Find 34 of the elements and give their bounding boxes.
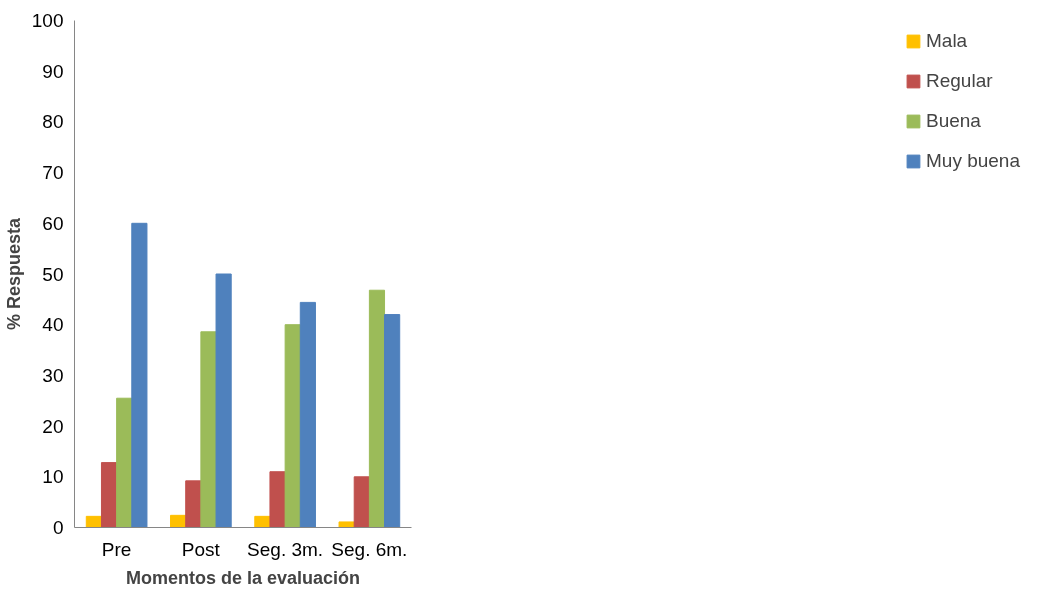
bar [353, 476, 370, 528]
y-tick-label: 40 [42, 314, 64, 336]
y-tick-label: 70 [42, 162, 64, 184]
y-tick-label: 80 [42, 111, 64, 133]
bar [131, 222, 148, 528]
bar [200, 331, 217, 528]
bar [269, 471, 286, 528]
x-tick-label: Seg. 3m. [247, 538, 324, 560]
legend-label: Mala [925, 30, 968, 52]
bar [215, 273, 232, 528]
bar [299, 301, 316, 528]
bar [185, 480, 202, 528]
y-tick-label: 100 [31, 10, 64, 31]
y-axis-title: % Respuesta [3, 216, 24, 331]
legend-label: Regular [925, 70, 993, 92]
bar [384, 314, 401, 528]
bar [100, 462, 118, 528]
y-tick-label: 10 [42, 466, 64, 488]
bar [368, 289, 386, 528]
bar [338, 521, 355, 528]
x-tick-label: Seg. 6m. [331, 538, 408, 560]
y-tick-label: 20 [42, 415, 64, 437]
bar [116, 397, 133, 528]
y-tick-label: 30 [42, 364, 64, 386]
bar [284, 324, 301, 528]
x-tick-label: Post [181, 538, 221, 560]
y-tick-label: 0 [52, 517, 64, 538]
y-tick-label: 90 [42, 60, 64, 82]
y-tick-label: 60 [42, 212, 64, 234]
x-tick-label: Pre [101, 538, 132, 560]
x-axis-title: Momentos de la evaluación [125, 567, 361, 588]
legend-label: Buena [925, 110, 981, 132]
legend-label: Muy buena [925, 150, 1020, 172]
y-tick-label: 50 [42, 263, 64, 285]
